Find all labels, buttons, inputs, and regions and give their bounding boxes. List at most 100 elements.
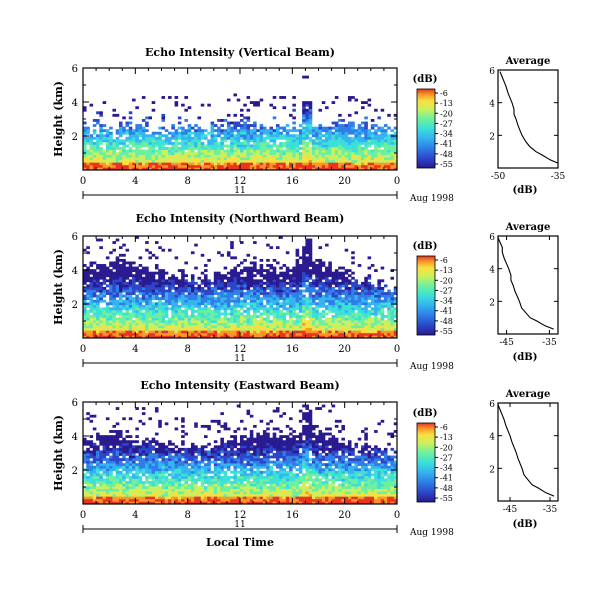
heatmap-cell: [168, 149, 172, 153]
heatmap-cell: [89, 327, 94, 331]
heatmap-cell: [275, 276, 280, 280]
heatmap-cell: [154, 465, 159, 469]
heatmap-cell: [298, 256, 303, 260]
heatmap-cell: [262, 307, 267, 311]
heatmap-cell: [99, 496, 103, 500]
heatmap-cell: [99, 440, 103, 444]
heatmap-cell: [109, 157, 113, 161]
heatmap-cell: [105, 437, 110, 441]
heatmap-cell: [311, 281, 316, 285]
heatmap-cell: [344, 162, 349, 166]
heatmap-cell: [92, 159, 97, 163]
heatmap-cell: [112, 241, 117, 244]
heatmap-cell: [184, 304, 188, 308]
heatmap-cell: [367, 289, 372, 293]
heatmap-cell: [256, 294, 260, 298]
heatmap-cell: [112, 486, 117, 489]
heatmap-cell: [89, 465, 94, 469]
heatmap-cell: [383, 149, 388, 153]
heatmap-cell: [89, 483, 94, 487]
heatmap-cell: [233, 299, 238, 303]
heatmap-cell: [148, 465, 152, 469]
heatmap-cell: [272, 289, 277, 293]
heatmap-cell: [315, 289, 319, 293]
heatmap-cell: [99, 435, 103, 438]
heatmap-cell: [181, 126, 185, 130]
heatmap-cell: [298, 269, 303, 272]
heatmap-cell: [302, 284, 306, 288]
heatmap-cell: [246, 294, 251, 298]
heatmap-cell: [295, 251, 300, 255]
heatmap-cell: [177, 136, 182, 140]
heatmap-cell: [393, 164, 398, 168]
heatmap-cell: [135, 481, 139, 484]
heatmap-cell: [243, 144, 247, 148]
heatmap-cell: [190, 327, 195, 331]
heatmap-cell: [148, 335, 152, 339]
heatmap-cell: [135, 149, 139, 153]
heatmap-cell: [177, 131, 182, 135]
heatmap-cell: [105, 491, 110, 495]
heatmap-cell: [128, 458, 133, 461]
heatmap-cell: [275, 144, 280, 148]
heatmap-cell: [318, 108, 323, 112]
heatmap-cell: [125, 493, 130, 497]
heatmap-cell: [292, 157, 296, 161]
heatmap-cell: [275, 246, 280, 250]
heatmap-cell: [158, 330, 162, 334]
heatmap-cell: [344, 129, 349, 133]
heatmap-cell: [393, 287, 398, 290]
heatmap-cell: [308, 312, 313, 316]
heatmap-cell: [217, 152, 221, 155]
heatmap-cell: [171, 164, 175, 168]
heatmap-cell: [240, 330, 244, 334]
heatmap-cell: [331, 279, 336, 283]
heatmap-cell: [151, 320, 156, 323]
heatmap-cell: [207, 159, 211, 163]
heatmap-cell: [151, 147, 156, 150]
heatmap-cell: [135, 407, 139, 410]
heatmap-cell: [387, 302, 391, 306]
heatmap-cell: [135, 129, 139, 133]
heatmap-cell: [145, 496, 149, 500]
heatmap-cell: [285, 136, 290, 140]
heatmap-cell: [89, 463, 94, 467]
heatmap-cell: [318, 322, 323, 326]
avg-x-tick-label: -50: [491, 172, 506, 182]
heatmap-cell: [187, 157, 192, 161]
heatmap-cell: [233, 164, 238, 168]
heatmap-cell: [168, 322, 172, 326]
heatmap-cell: [122, 279, 126, 283]
heatmap-cell: [302, 266, 306, 270]
heatmap-cell: [128, 450, 133, 454]
heatmap-cell: [325, 299, 329, 303]
heatmap-cell: [220, 297, 224, 301]
heatmap-cell: [302, 294, 306, 298]
heatmap-cell: [279, 312, 283, 316]
heatmap-cell: [141, 332, 146, 336]
heatmap-cell: [161, 113, 166, 117]
heatmap-cell: [99, 131, 103, 135]
heatmap-cell: [115, 322, 120, 326]
heatmap-cell: [262, 144, 267, 148]
heatmap-cell: [302, 103, 306, 107]
heatmap-cell: [89, 284, 94, 288]
heatmap-cell: [168, 299, 172, 303]
heatmap-cell: [233, 129, 238, 133]
heatmap-cell: [230, 147, 234, 150]
heatmap-cell: [334, 299, 339, 303]
heatmap-cell: [292, 292, 296, 295]
heatmap-cell: [272, 322, 277, 326]
heatmap-cell: [128, 493, 133, 497]
heatmap-cell: [354, 162, 359, 166]
heatmap-cell: [367, 297, 372, 301]
heatmap-cell: [89, 317, 94, 321]
heatmap-cell: [115, 113, 120, 117]
heatmap-cell: [89, 455, 94, 459]
heatmap-cell: [292, 129, 296, 133]
heatmap-cell: [315, 134, 319, 138]
heatmap-cell: [357, 292, 362, 295]
heatmap-cell: [86, 136, 90, 140]
heatmap-cell: [292, 294, 296, 298]
heatmap-cell: [361, 292, 365, 295]
